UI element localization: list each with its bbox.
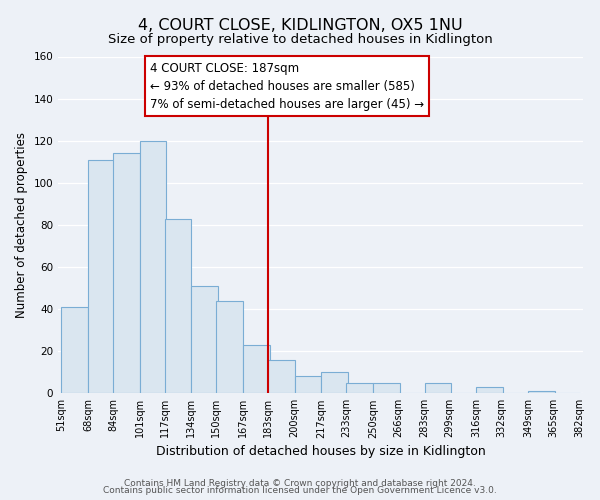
Bar [88, 160, 115, 394]
Bar [373, 383, 400, 394]
Text: Contains HM Land Registry data © Crown copyright and database right 2024.: Contains HM Land Registry data © Crown c… [124, 478, 476, 488]
Bar [113, 154, 140, 394]
Bar [321, 372, 348, 394]
Bar [140, 140, 166, 394]
Text: 4 COURT CLOSE: 187sqm
← 93% of detached houses are smaller (585)
7% of semi-deta: 4 COURT CLOSE: 187sqm ← 93% of detached … [150, 62, 424, 110]
Bar [346, 383, 373, 394]
X-axis label: Distribution of detached houses by size in Kidlington: Distribution of detached houses by size … [155, 444, 485, 458]
Text: 4, COURT CLOSE, KIDLINGTON, OX5 1NU: 4, COURT CLOSE, KIDLINGTON, OX5 1NU [137, 18, 463, 32]
Bar [217, 300, 243, 394]
Bar [425, 383, 451, 394]
Bar [295, 376, 321, 394]
Bar [476, 387, 503, 394]
Bar [61, 307, 88, 394]
Bar [268, 360, 295, 394]
Bar [164, 218, 191, 394]
Bar [528, 391, 554, 394]
Text: Contains public sector information licensed under the Open Government Licence v3: Contains public sector information licen… [103, 486, 497, 495]
Text: Size of property relative to detached houses in Kidlington: Size of property relative to detached ho… [107, 32, 493, 46]
Y-axis label: Number of detached properties: Number of detached properties [15, 132, 28, 318]
Bar [243, 345, 269, 394]
Bar [191, 286, 218, 394]
